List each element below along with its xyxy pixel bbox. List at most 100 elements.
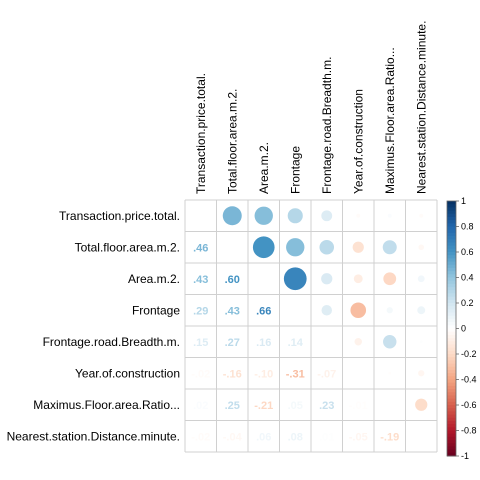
colorbar-segment	[447, 401, 456, 406]
colorbar-segment	[447, 350, 456, 355]
colorbar-segment	[447, 318, 456, 323]
corr-value: .16	[256, 337, 271, 349]
corr-circle	[417, 275, 425, 283]
corr-value: .14	[288, 337, 304, 349]
row-label: Transaction.price.total.	[59, 209, 180, 223]
colorbar-segment	[447, 290, 456, 294]
colorbar-segment	[447, 287, 456, 291]
column-label: Total.floor.area.m.2.	[225, 89, 239, 194]
colorbar-legend: 1 0.8 0.6 0.4 0.2 0 -0.2 -0.4 -0.6 -0.8 -1	[446, 196, 477, 461]
colorbar-tick-label: 0	[461, 324, 466, 334]
corr-circle	[382, 240, 397, 255]
colorbar-segment	[447, 220, 456, 224]
colorbar-segment	[447, 245, 456, 250]
colorbar-segment	[447, 236, 456, 240]
colorbar-segment	[447, 376, 456, 380]
colorbar-tick-label: 1	[461, 196, 466, 206]
colorbar-segment	[447, 449, 456, 454]
colorbar-segment	[447, 427, 456, 431]
corr-value: .27	[225, 337, 240, 349]
colorbar-tick-label: 0.2	[461, 298, 474, 308]
colorbar-segment	[447, 258, 456, 263]
corr-value: .66	[256, 305, 271, 317]
row-label: Nearest.station.Distance.minute.	[7, 429, 180, 443]
corr-value: .08	[288, 431, 303, 443]
colorbar-segment	[447, 315, 456, 320]
corr-circle	[387, 213, 392, 218]
row-label: Year.of.construction	[75, 366, 180, 380]
colorbar-segment	[447, 334, 456, 339]
colorbar-segment	[447, 252, 456, 256]
corr-value: .15	[193, 337, 208, 349]
colorbar-segment	[447, 360, 456, 365]
corr-value: .05	[288, 400, 303, 412]
corr-circle	[419, 213, 424, 218]
corr-circle	[286, 238, 305, 257]
corr-value: .02	[193, 400, 208, 412]
colorbar-segment	[447, 264, 456, 269]
colorbar-segment	[447, 248, 456, 253]
corr-value: -.21	[254, 400, 273, 412]
colorbar-segment	[447, 280, 456, 285]
corr-value: -.19	[380, 431, 399, 443]
colorbar-segment	[447, 303, 456, 307]
colorbar-segment	[447, 274, 456, 278]
colorbar-segment	[447, 207, 456, 212]
column-label: Frontage.road.Breadth.m.	[320, 57, 334, 194]
corr-circle	[415, 398, 428, 411]
colorbar-tick-label: 0.6	[461, 247, 474, 257]
colorbar-segment	[447, 398, 456, 403]
colorbar-segment	[447, 283, 456, 288]
column-label: Area.m.2.	[257, 142, 271, 194]
colorbar-segment	[447, 424, 456, 428]
corr-value: .46	[193, 242, 208, 254]
colorbar-segment	[447, 322, 456, 326]
colorbar-segment	[447, 271, 456, 275]
corr-circle	[356, 213, 361, 218]
corr-circle	[418, 244, 425, 251]
corr-value: -.05	[349, 431, 368, 443]
colorbar-segment	[447, 201, 456, 205]
colorbar-segment	[447, 414, 456, 419]
corr-circle	[388, 371, 392, 375]
corr-value: .06	[256, 431, 271, 443]
row-label: Frontage	[132, 303, 180, 317]
colorbar-segment	[447, 204, 456, 208]
corr-value: -.31	[286, 368, 305, 380]
row-label: Area.m.2.	[128, 272, 180, 286]
corr-value: -.04	[223, 431, 243, 443]
corr-value: .01	[319, 431, 334, 443]
colorbar-segment	[447, 223, 456, 227]
corr-circle	[417, 306, 426, 315]
grid-layer	[184, 199, 438, 453]
corr-circle	[252, 236, 275, 259]
colorbar-segment	[447, 309, 456, 314]
colorbar-tick-label: -0.4	[461, 375, 477, 385]
colorbar-segment	[447, 216, 456, 221]
corr-circle	[352, 241, 364, 253]
colorbar-segment	[447, 382, 456, 387]
colorbar-segment	[447, 433, 456, 438]
corr-circle	[321, 210, 333, 222]
corr-circle	[287, 208, 303, 224]
colorbar-segment	[447, 446, 456, 451]
colorbar-segment	[447, 239, 456, 243]
colorbar-segment	[447, 296, 456, 301]
colorbar-segment	[447, 357, 456, 361]
colorbar-segment	[447, 430, 456, 435]
colorbar-segment	[447, 341, 456, 345]
corr-value: -.02	[191, 368, 210, 380]
colorbar-segment	[447, 408, 456, 412]
corr-circle	[386, 307, 393, 314]
colorbar-segment	[447, 299, 456, 304]
column-label: Year.of.construction	[351, 89, 365, 194]
colorbar-segment	[447, 436, 456, 441]
colorbar-segment	[447, 210, 456, 215]
corr-value: -.10	[254, 368, 273, 380]
row-labels: Transaction.price.total. Total.floor.area…	[7, 209, 181, 444]
corr-value: -.01	[349, 400, 368, 412]
colorbar-segment	[447, 347, 456, 352]
colorbar-segment	[447, 213, 456, 218]
colorbar-segment	[447, 261, 456, 266]
column-label: Nearest.station.Distance.minute.	[414, 21, 428, 194]
